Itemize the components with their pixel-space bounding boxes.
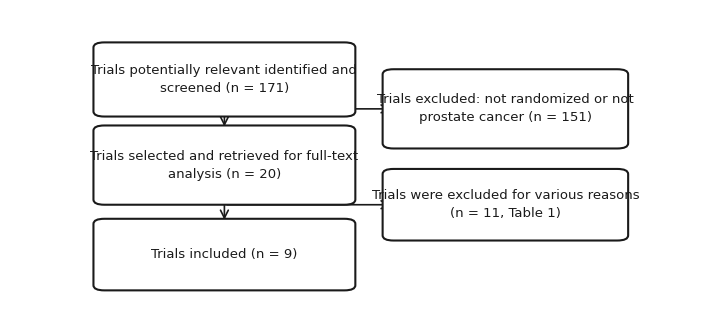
Text: Trials excluded: not randomized or not
prostate cancer (n = 151): Trials excluded: not randomized or not p… xyxy=(377,93,634,124)
FancyBboxPatch shape xyxy=(383,169,628,240)
FancyBboxPatch shape xyxy=(94,42,356,117)
FancyBboxPatch shape xyxy=(94,125,356,205)
FancyBboxPatch shape xyxy=(383,69,628,148)
Text: Trials potentially relevant identified and
screened (n = 171): Trials potentially relevant identified a… xyxy=(92,64,358,95)
Text: Trials included (n = 9): Trials included (n = 9) xyxy=(151,248,298,261)
FancyBboxPatch shape xyxy=(94,219,356,290)
Text: Trials were excluded for various reasons
(n = 11, Table 1): Trials were excluded for various reasons… xyxy=(372,189,639,220)
Text: Trials selected and retrieved for full-text
analysis (n = 20): Trials selected and retrieved for full-t… xyxy=(90,150,358,181)
